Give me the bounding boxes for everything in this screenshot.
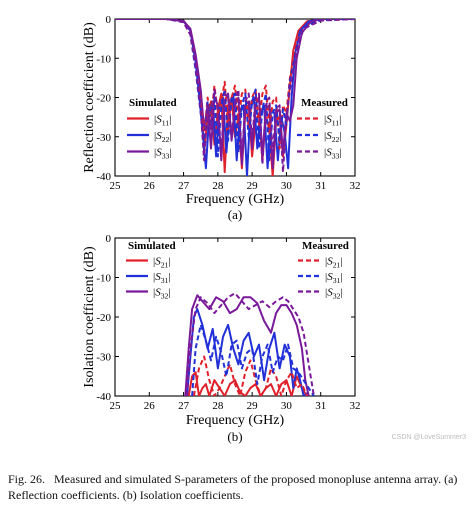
x-tick-label: 27 [178, 180, 190, 192]
y-axis-label: Isolation coefficient (dB) [82, 246, 97, 388]
y-tick-label: -30 [96, 132, 111, 144]
x-tick-label: 26 [144, 180, 156, 192]
y-tick-label: 0 [106, 14, 112, 26]
x-tick-label: 29 [247, 400, 259, 412]
y-tick-label: -20 [96, 312, 111, 324]
x-tick-label: 31 [315, 180, 326, 192]
legend-label-simulated: |S31| [153, 271, 171, 285]
x-tick-label: 30 [281, 180, 293, 192]
legend: Simulated Measured [126, 240, 349, 293]
series-line-measured-purple [115, 19, 355, 174]
caption-text: Measured and simulated S-parameters of t… [8, 472, 458, 502]
plot-frame [114, 237, 356, 397]
x-tick-label: 31 [315, 400, 326, 412]
series-group [184, 292, 315, 396]
legend-label-measured: |S22| [324, 130, 342, 144]
x-tick-label: 25 [110, 180, 122, 192]
y-tick-label: -40 [96, 391, 111, 403]
watermark: CSDN @LoveSummer3 [391, 434, 466, 441]
y-tick-label: -10 [96, 53, 111, 65]
legend-label-measured: |S32| [325, 287, 343, 301]
chart-b: 25 26 27 28 29 30 31 32 0 -10 -20 -30 -40 Frequency (… [82, 233, 361, 444]
legend: Simulated Measured [127, 97, 348, 153]
x-tick-label: 25 [110, 400, 122, 412]
series-line-simulated-purple [184, 294, 310, 396]
series-line-measured-red [192, 355, 308, 396]
y-tick-label: -40 [96, 171, 111, 183]
legend-title-measured: Measured [302, 240, 349, 252]
x-axis-label: Frequency (GHz) [186, 413, 285, 428]
x-tick-label: 29 [247, 180, 259, 192]
x-tick-label: 28 [212, 180, 224, 192]
figure-caption: Fig. 26. Measured and simulated S-parame… [8, 471, 468, 503]
x-tick-label: 26 [144, 400, 156, 412]
y-tick-label: -20 [96, 93, 111, 105]
legend-label-simulated: |S33| [154, 147, 172, 161]
x-tick-label: 32 [350, 400, 361, 412]
x-tick-label: 27 [178, 400, 190, 412]
legend-label-measured: |S21| [325, 256, 343, 270]
legend-title-measured: Measured [301, 97, 348, 109]
y-tick-label: -30 [96, 352, 111, 364]
legend-label-measured: |S11| [324, 114, 341, 128]
chart-a: 25 26 27 28 29 30 31 32 0 -10 -20 -30 -40 Frequency (… [82, 14, 361, 222]
series-line-measured-blue [115, 19, 355, 162]
legend-label-simulated: |S32| [153, 287, 171, 301]
legend-label-measured: |S31| [325, 271, 343, 285]
legend-title-simulated: Simulated [129, 97, 177, 109]
series-line-measured-purple [186, 292, 315, 396]
subfigure-label: (a) [228, 207, 242, 222]
series-group [115, 19, 355, 176]
legend-label-simulated: |S21| [153, 256, 171, 270]
legend-title-simulated: Simulated [128, 240, 176, 252]
y-axis-label: Reflection coefficient (dB) [82, 22, 97, 173]
x-tick-label: 28 [212, 400, 224, 412]
y-tick-label: 0 [106, 233, 112, 245]
subfigure-label: (b) [227, 429, 242, 444]
legend-label-simulated: |S11| [154, 114, 171, 128]
x-tick-label: 32 [350, 180, 361, 192]
legend-label-measured: |S33| [324, 147, 342, 161]
x-tick-label: 30 [281, 400, 293, 412]
caption-label: Fig. 26. [8, 472, 46, 486]
series-line-measured-blue [191, 323, 315, 396]
x-axis-label: Frequency (GHz) [186, 192, 285, 207]
legend-label-simulated: |S22| [154, 130, 172, 144]
y-tick-label: -10 [96, 273, 111, 285]
series-line-measured-red [115, 19, 355, 150]
